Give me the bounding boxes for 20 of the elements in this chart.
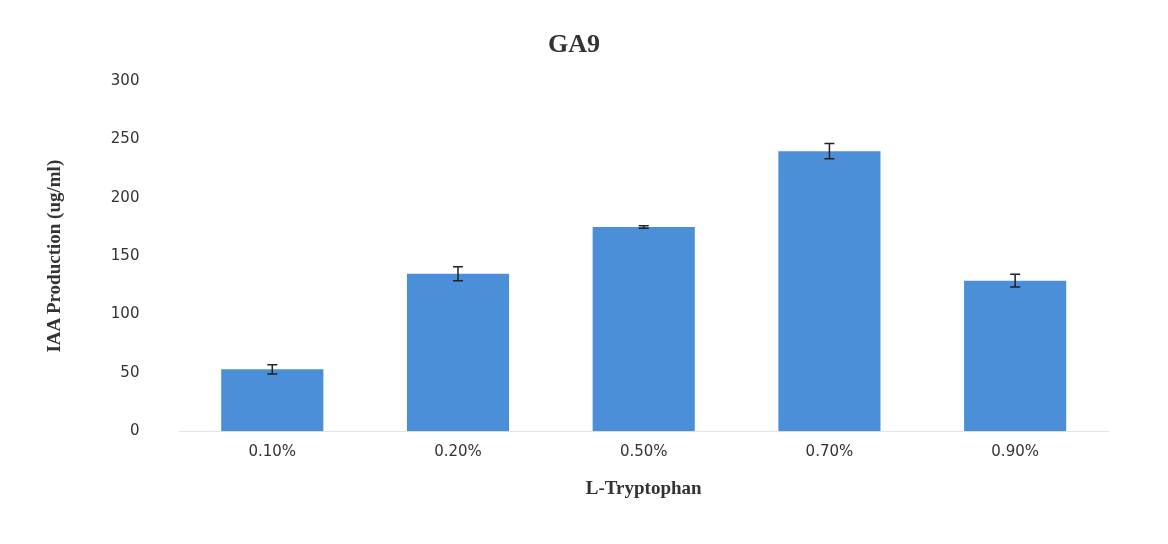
x-tick-label: 0.10% [248, 442, 297, 461]
y-tick-label: 250 [110, 129, 140, 148]
y-tick-label: 0 [129, 421, 140, 440]
bar [778, 151, 881, 432]
y-axis-title: IAA Production (ug/ml) [43, 159, 66, 353]
y-tick-label: 50 [120, 362, 140, 381]
x-tick-label: 0.50% [619, 442, 668, 461]
x-tick-label: 0.20% [434, 442, 482, 461]
y-tick-label: 200 [110, 187, 140, 206]
y-tick-label: 300 [110, 71, 140, 90]
bar [592, 227, 695, 432]
x-tick-label: 0.90% [991, 442, 1039, 461]
bar [221, 369, 324, 432]
chart-title: GA9 [548, 29, 600, 59]
bar [964, 280, 1067, 432]
x-tick-label: 0.70% [805, 442, 854, 461]
y-tick-label: 150 [110, 246, 140, 265]
y-tick-label: 100 [110, 304, 140, 323]
x-axis-title: L-Tryptophan [585, 476, 703, 498]
bar [406, 273, 510, 432]
